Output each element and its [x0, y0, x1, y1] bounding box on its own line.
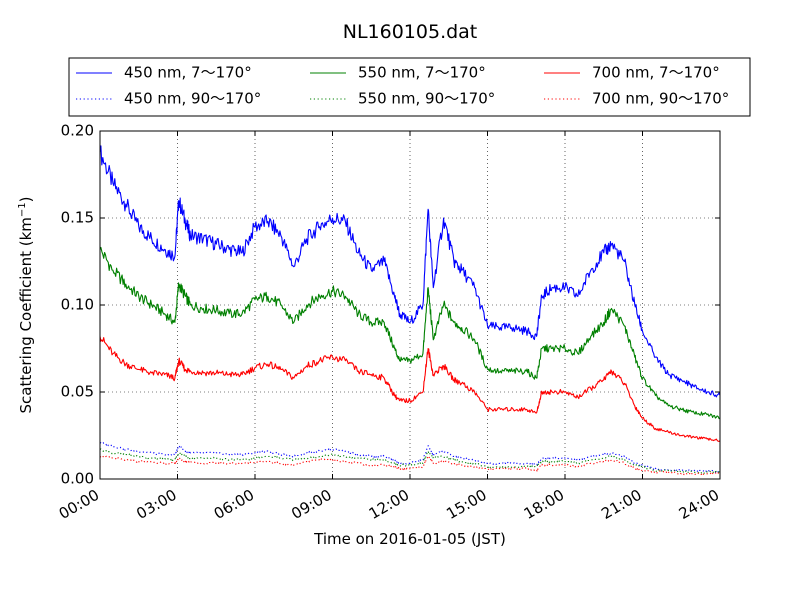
- y-axis-label: Scattering Coefficient (km−1): [17, 196, 35, 413]
- y-tick-label: 0.10: [61, 296, 94, 314]
- legend: 450 nm, 7～170° 550 nm, 7～170° 700 nm, 7～17…: [68, 57, 751, 117]
- series-line: [99, 336, 721, 442]
- legend-label: 550 nm, 90～170°: [358, 90, 495, 108]
- legend-label: 700 nm, 90～170°: [592, 90, 729, 108]
- legend-label: 700 nm, 7～170°: [592, 64, 720, 82]
- y-tick-label: 0.20: [61, 122, 94, 140]
- series-line: [99, 246, 721, 420]
- x-axis-label: Time on 2016-01-05 (JST): [313, 530, 506, 548]
- series-line: [99, 455, 721, 476]
- y-tick-label: 0.15: [61, 209, 94, 227]
- y-tick-label: 0.05: [61, 383, 94, 401]
- series-line: [99, 441, 721, 473]
- legend-label: 450 nm, 7～170°: [124, 64, 252, 82]
- y-tick-label: 0.00: [61, 470, 94, 488]
- legend-label: 550 nm, 7～170°: [358, 64, 486, 82]
- series-line: [99, 145, 721, 398]
- y-axis-label-close: ): [17, 196, 35, 202]
- y-axis-label-exponent: −1: [17, 202, 28, 217]
- chart-title: NL160105.dat: [343, 21, 478, 43]
- series-layer: [99, 145, 721, 476]
- legend-box: [68, 57, 751, 117]
- series-line: [99, 448, 721, 474]
- y-axis-label-main: Scattering Coefficient (km: [17, 217, 35, 413]
- grid-lines: [100, 131, 720, 479]
- legend-label: 450 nm, 90～170°: [124, 90, 261, 108]
